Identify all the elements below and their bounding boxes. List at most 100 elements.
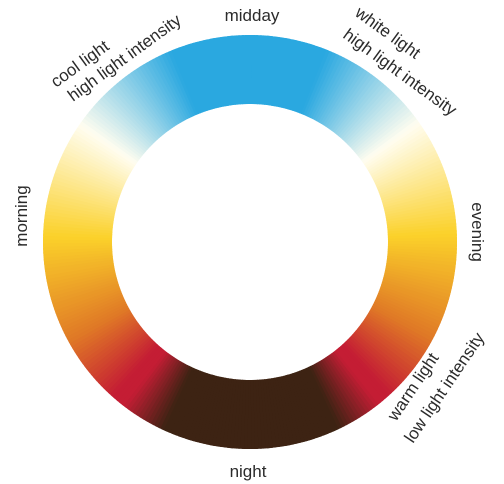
ring-segment [118,348,166,406]
ring-segment [102,338,155,392]
ring-segment [100,94,154,147]
ring-segment [369,137,432,176]
ring-segment [110,84,161,141]
ring-segment [341,87,393,142]
ring-segment [332,350,379,409]
ring-segment [324,355,367,417]
ring-segment [133,67,176,129]
ring-segment [356,326,414,374]
ring-segment [362,122,423,166]
ring-segment [113,345,162,402]
ring-segment [73,314,135,356]
ring-segment [107,342,159,397]
ring-segment [361,119,421,164]
ring-segment [330,351,376,411]
ring-segment [358,113,417,160]
ring-segment [339,84,390,141]
ring-segment [328,353,373,413]
ring-segment [127,71,172,131]
label-night: night [230,462,267,481]
ring-segment [345,338,398,392]
ring-segment [350,333,405,385]
ring-segment [336,80,385,137]
ring-segment [355,107,412,156]
ring-segment [90,105,147,154]
ring-segment [97,97,152,149]
ring-segment [334,78,382,136]
ring-segment [124,73,170,133]
ring-segment [136,65,178,127]
ring-segment [145,60,184,123]
ring-segment [366,131,429,172]
ring-segment [81,322,141,368]
ring-segment [102,92,155,146]
ring-segment [68,308,131,347]
ring-segment [83,113,142,160]
ring-segment [351,331,408,382]
ring-segment [77,318,138,362]
ring-segment [348,97,403,149]
ring-segment [353,330,410,379]
ring-segment [79,320,139,365]
ring-segment [322,357,364,419]
label-midday: midday [225,6,280,25]
color-ring [43,35,457,449]
ring-segment [118,78,166,136]
ring-segment [86,110,144,158]
ring-segment [142,62,182,125]
ring-segment [359,116,419,162]
ring-segment [115,80,164,137]
ring-segment [90,330,147,379]
ring-segment [353,105,410,154]
ring-segment [113,82,162,139]
ring-segment [318,359,358,422]
ring-segment [355,328,412,377]
ring-segment [92,331,149,382]
ring-segment [83,324,142,371]
ring-segment [75,316,137,359]
ring-segment [88,328,145,377]
ring-segment [115,347,164,404]
ring-segment [338,345,387,402]
ring-segment [107,87,159,142]
ring-segment [363,125,425,168]
ring-segment [367,134,430,174]
ring-segment [130,69,174,130]
label-morning: morning [12,185,31,246]
ring-segment [95,333,150,385]
ring-segment [316,361,355,424]
ring-segment [105,340,157,395]
ring-segment [121,75,168,134]
ring-segment [97,335,152,387]
ring-segment [100,337,154,390]
ring-segment [70,310,133,350]
ring-segment [343,340,395,395]
ring-segment [339,343,390,400]
ring-segment [332,75,379,134]
ring-segment [365,128,427,170]
ring-segment [343,89,395,144]
ring-segment [121,350,168,409]
ring-segment [110,343,161,400]
ring-segment [71,312,134,353]
ring-segment [345,92,398,146]
ring-segment [334,348,382,406]
ring-segment [139,63,180,126]
ring-segment [320,358,361,421]
ring-segment [326,354,370,415]
ring-segment [348,335,403,387]
ring-segment [105,89,157,144]
ring-segment [356,110,414,158]
ring-segment [338,82,387,139]
ring-segment [336,347,385,404]
label-evening: evening [468,202,487,262]
ring-segment [95,99,150,151]
ring-segment [341,342,393,397]
ring-segment [350,99,405,151]
ring-segment [245,35,252,105]
ring-segment [346,337,400,390]
ring-segment [351,102,408,153]
ring-segment [358,324,417,371]
ring-segment [92,102,149,153]
ring-segment [346,94,400,147]
